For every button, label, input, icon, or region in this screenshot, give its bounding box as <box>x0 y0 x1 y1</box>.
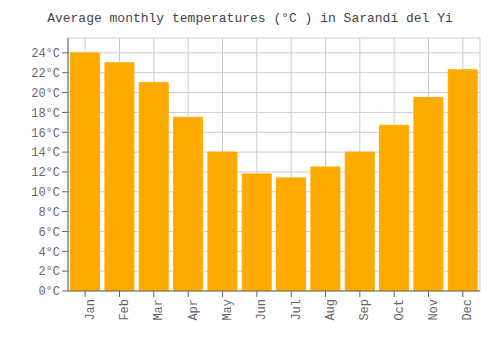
svg-text:Jul: Jul <box>290 299 304 321</box>
svg-text:14°C: 14°C <box>31 146 60 160</box>
svg-text:12°C: 12°C <box>31 166 60 180</box>
svg-text:Oct: Oct <box>393 299 407 321</box>
svg-text:22°C: 22°C <box>31 67 60 81</box>
svg-text:Dec: Dec <box>461 299 475 321</box>
svg-text:16°C: 16°C <box>31 127 60 141</box>
svg-text:4°C: 4°C <box>38 246 60 260</box>
svg-text:10°C: 10°C <box>31 186 60 200</box>
svg-text:Nov: Nov <box>427 299 441 321</box>
svg-text:2°C: 2°C <box>38 265 60 279</box>
svg-text:May: May <box>221 299 235 321</box>
svg-text:Mar: Mar <box>152 299 166 321</box>
svg-text:Feb: Feb <box>118 299 132 321</box>
svg-text:Aug: Aug <box>324 299 338 321</box>
svg-text:8°C: 8°C <box>38 206 60 220</box>
svg-text:Apr: Apr <box>187 299 201 321</box>
svg-text:Jun: Jun <box>255 299 269 321</box>
html-text:Average monthly temperatures (: Average monthly temperatures (°C ) in Sa… <box>47 11 453 26</box>
svg-text:6°C: 6°C <box>38 226 60 240</box>
svg-text:18°C: 18°C <box>31 107 60 121</box>
svg-text:0°C: 0°C <box>38 285 60 299</box>
svg-text:20°C: 20°C <box>31 87 60 101</box>
svg-text:24°C: 24°C <box>31 47 60 61</box>
svg-text:Sep: Sep <box>358 299 372 321</box>
svg-text:Jan: Jan <box>84 299 98 321</box>
